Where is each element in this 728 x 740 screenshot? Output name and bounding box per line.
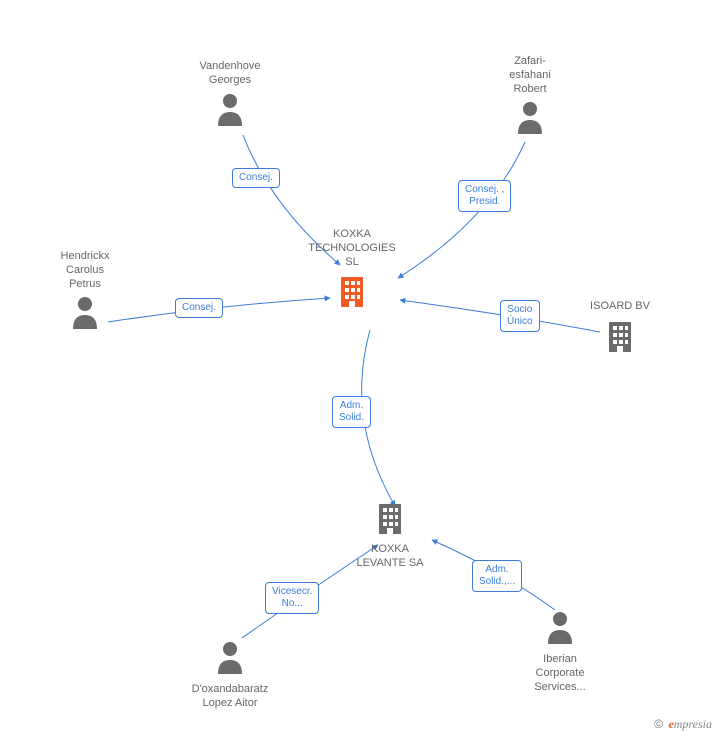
- node-label: KOXKA TECHNOLOGIES SL: [302, 228, 402, 269]
- edge-label: Vicesecr. No...: [265, 582, 319, 614]
- node-iberian[interactable]: Iberian Corporate Services...: [510, 610, 610, 694]
- edge-label: Socio Único: [500, 300, 540, 332]
- node-hendrickx[interactable]: Hendrickx Carolus Petrus: [35, 250, 135, 334]
- node-label: ISOARD BV: [570, 300, 670, 314]
- footer-credit: © empresia: [654, 717, 712, 732]
- edge-label: Consej. , Presid.: [458, 180, 511, 212]
- person-icon: [70, 295, 100, 334]
- person-icon: [215, 640, 245, 679]
- edge-label: Consej.: [175, 298, 223, 318]
- node-label: Iberian Corporate Services...: [510, 653, 610, 694]
- node-label: KOXKA LEVANTE SA: [340, 543, 440, 571]
- building-icon: [605, 318, 635, 357]
- node-koxka_tech[interactable]: KOXKA TECHNOLOGIES SL: [302, 228, 402, 312]
- person-icon: [215, 92, 245, 131]
- person-icon: [515, 100, 545, 139]
- node-zafari[interactable]: Zafari- esfahani Robert: [480, 55, 580, 139]
- node-doxan[interactable]: D'oxandabaratz Lopez Aitor: [180, 640, 280, 711]
- edge-label: Adm. Solid.: [332, 396, 371, 428]
- node-vandenhove[interactable]: Vandenhove Georges: [180, 60, 280, 131]
- node-label: Hendrickx Carolus Petrus: [35, 250, 135, 291]
- brand-rest: mpresia: [674, 717, 712, 731]
- graph-svg: [0, 0, 728, 740]
- building-icon: [375, 500, 405, 539]
- edge-label: Consej.: [232, 168, 280, 188]
- node-isoard[interactable]: ISOARD BV: [570, 300, 670, 357]
- node-label: Zafari- esfahani Robert: [480, 55, 580, 96]
- copyright-symbol: ©: [654, 717, 663, 731]
- building-icon: [337, 273, 367, 312]
- node-label: D'oxandabaratz Lopez Aitor: [180, 683, 280, 711]
- edge-label: Adm. Solid.,...: [472, 560, 522, 592]
- person-icon: [545, 610, 575, 649]
- node-label: Vandenhove Georges: [180, 60, 280, 88]
- node-koxka_lev[interactable]: KOXKA LEVANTE SA: [340, 500, 440, 571]
